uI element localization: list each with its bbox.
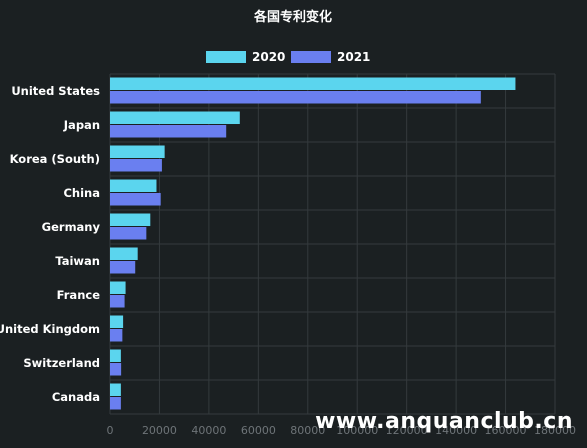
x-tick-label: 140000	[435, 424, 477, 437]
y-category-label: Taiwan	[55, 254, 100, 268]
y-category-label: Canada	[52, 390, 100, 404]
x-tick-label: 0	[107, 424, 114, 437]
x-tick-label: 80000	[290, 424, 325, 437]
bar-2021[interactable]	[110, 91, 481, 104]
y-category-label: France	[57, 288, 101, 302]
y-category-label: China	[63, 186, 100, 200]
bar-2021[interactable]	[110, 227, 147, 240]
y-category-label: Switzerland	[23, 356, 100, 370]
x-tick-label: 20000	[142, 424, 177, 437]
y-category-label: United States	[11, 84, 100, 98]
legend-label-2020: 2020	[252, 50, 285, 64]
legend-swatch-2021[interactable]	[291, 51, 331, 63]
y-category-label: Germany	[42, 220, 101, 234]
y-category-label: Japan	[63, 118, 100, 132]
x-tick-label: 120000	[386, 424, 428, 437]
chart-title: 各国专利变化	[253, 9, 332, 25]
bar-2021[interactable]	[110, 125, 227, 138]
bar-2021[interactable]	[110, 261, 136, 274]
bar-2020[interactable]	[110, 77, 516, 91]
bar-2021[interactable]	[110, 295, 125, 308]
bar-2020[interactable]	[110, 179, 157, 193]
bar-2021[interactable]	[110, 363, 122, 376]
watermark-text: www.anquanclub.cn	[315, 409, 573, 434]
legend-label-2021: 2021	[337, 50, 370, 64]
bar-2020[interactable]	[110, 281, 126, 295]
bar-2021[interactable]	[110, 159, 162, 172]
x-tick-label: 180000	[534, 424, 576, 437]
bar-2020[interactable]	[110, 315, 124, 329]
bar-2020[interactable]	[110, 349, 121, 363]
bar-2021[interactable]	[110, 329, 123, 342]
bar-2020[interactable]	[110, 111, 240, 125]
bar-2020[interactable]	[110, 383, 121, 397]
bar-2021[interactable]	[110, 193, 161, 206]
bar-2020[interactable]	[110, 213, 151, 227]
x-tick-label: 60000	[241, 424, 276, 437]
x-tick-label: 100000	[336, 424, 378, 437]
x-tick-label: 40000	[191, 424, 226, 437]
y-category-label: United Kingdom	[0, 322, 100, 336]
bar-2020[interactable]	[110, 247, 138, 261]
bar-2020[interactable]	[110, 145, 165, 159]
bar-2021[interactable]	[110, 397, 121, 410]
y-category-label: Korea (South)	[10, 152, 100, 166]
x-tick-label: 160000	[485, 424, 527, 437]
legend-swatch-2020[interactable]	[206, 51, 246, 63]
